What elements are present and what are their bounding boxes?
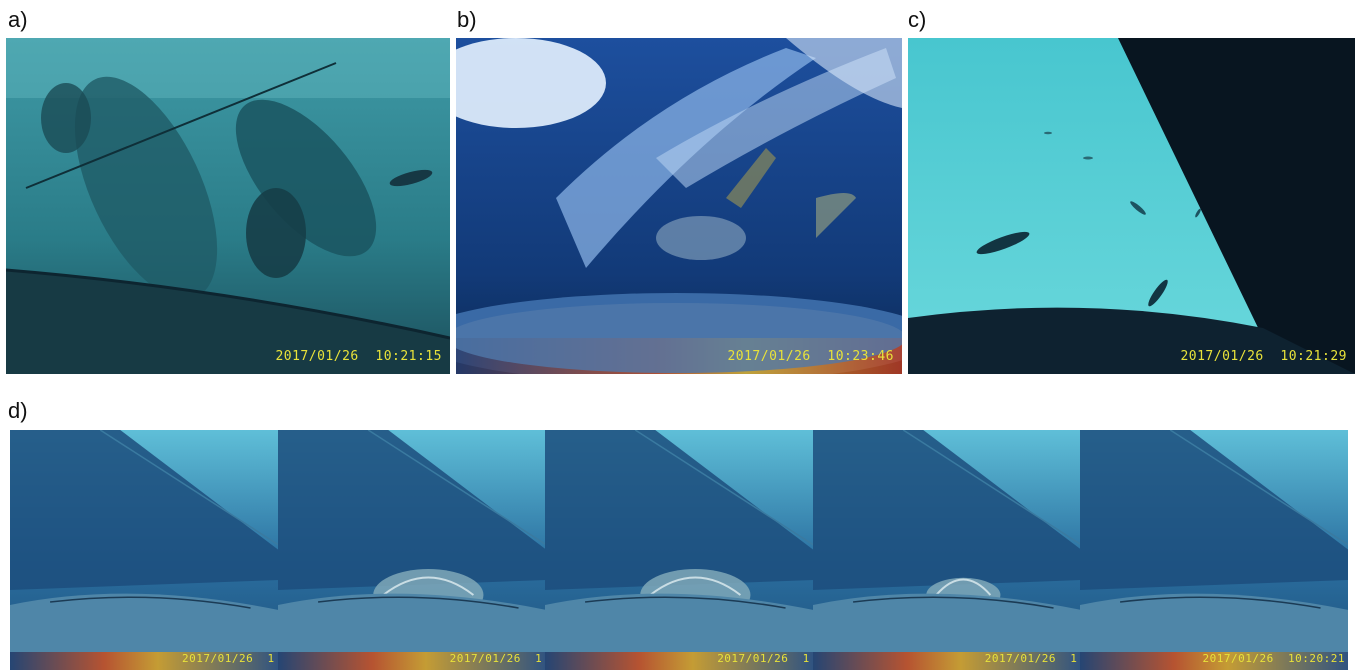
strip-frame-timestamp: 2017/01/26 1 [182,652,275,665]
strip-frame-timestamp: 2017/01/26 1 [449,652,543,665]
panel-label-d: d) [8,398,28,423]
strip-frame-timestamp: 2017/01/26 1 [717,652,810,665]
underwater-frame-strip-d: 2017/01/26 1 [10,430,1348,670]
strip-frame-5: 2017/01/26 10:20:21 [1080,430,1348,670]
underwater-photo-a: 2017/01/26 10:21:15 [6,38,450,374]
timestamp-a: 2017/01/26 10:21:15 [275,349,442,364]
timestamp-b: 2017/01/26 10:23:46 [727,349,894,364]
strip-frame-3: 2017/01/26 1 [545,430,814,670]
strip-frame-1: 2017/01/26 1 [10,430,279,670]
underwater-photo-b: 2017/01/26 10:23:46 [456,38,902,374]
underwater-photo-c: 2017/01/26 10:21:29 [908,38,1355,374]
strip-frame-4: 2017/01/26 1 [812,430,1082,670]
panel-label-a: a) [8,7,28,32]
strip-frame-2: 2017/01/26 1 [277,430,547,670]
strip-frame-timestamp: 2017/01/26 1 [984,652,1078,665]
panel-label-c: c) [908,7,927,32]
panel-label-b: b) [457,7,477,32]
strip-frame-timestamp: 2017/01/26 10:20:21 [1202,652,1345,665]
timestamp-c: 2017/01/26 10:21:29 [1180,349,1347,364]
